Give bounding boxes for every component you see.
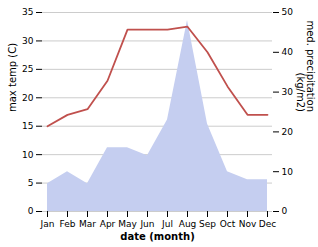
svg-text:10: 10 — [282, 167, 294, 177]
svg-text:40: 40 — [282, 47, 294, 57]
svg-text:20: 20 — [22, 93, 34, 103]
svg-text:10: 10 — [22, 150, 34, 160]
svg-text:Apr: Apr — [100, 219, 116, 229]
svg-text:Oct: Oct — [220, 219, 236, 229]
svg-text:Nov: Nov — [239, 219, 257, 229]
svg-text:Feb: Feb — [60, 219, 76, 229]
svg-text:date (month): date (month) — [120, 231, 194, 242]
svg-text:35: 35 — [22, 7, 33, 17]
svg-text:May: May — [118, 219, 137, 229]
svg-text:0: 0 — [282, 206, 288, 216]
svg-text:20: 20 — [282, 127, 294, 137]
svg-text:Jun: Jun — [139, 219, 154, 229]
svg-text:Jan: Jan — [40, 219, 55, 229]
svg-text:30: 30 — [22, 36, 34, 46]
svg-text:30: 30 — [282, 87, 294, 97]
svg-text:5: 5 — [28, 178, 34, 188]
svg-text:Aug: Aug — [179, 219, 197, 229]
svg-text:Sep: Sep — [199, 219, 216, 229]
svg-text:0: 0 — [28, 206, 34, 216]
svg-text:Mar: Mar — [79, 219, 96, 229]
svg-text:50: 50 — [282, 7, 294, 17]
svg-text:Dec: Dec — [259, 219, 276, 229]
svg-text:Jul: Jul — [161, 219, 173, 229]
svg-text:max temp (C): max temp (C) — [7, 43, 18, 112]
svg-text:25: 25 — [22, 64, 33, 74]
svg-text:med. precipitation(kg/m2): med. precipitation(kg/m2) — [295, 20, 316, 112]
svg-text:15: 15 — [22, 121, 33, 131]
